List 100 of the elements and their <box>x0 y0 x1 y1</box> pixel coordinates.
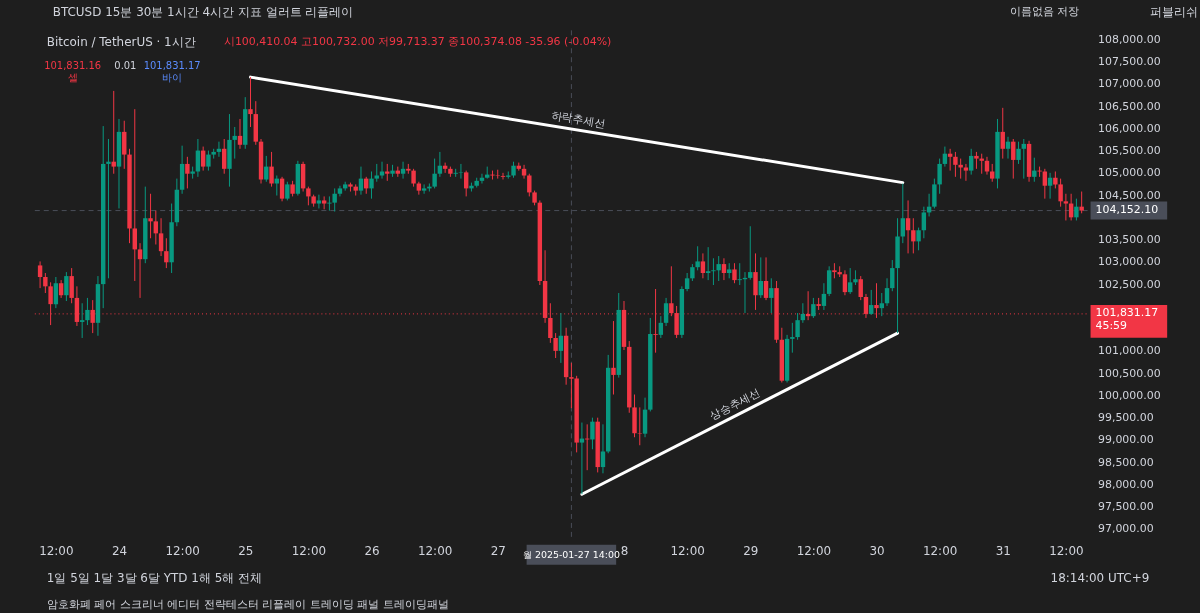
candlestick <box>684 272 690 292</box>
candlestick <box>953 151 958 178</box>
y-tick-label: 99,000.00 <box>1098 433 1154 447</box>
x-tick-label: 12:00 <box>796 544 832 559</box>
candlestick <box>600 423 606 474</box>
candlestick <box>653 288 658 354</box>
y-tick-label: 97,000.00 <box>1098 522 1154 536</box>
x-tick-label: 12:00 <box>165 544 200 559</box>
candlestick <box>200 146 206 172</box>
x-tick-label: 12:00 <box>39 544 74 559</box>
candlestick <box>400 161 406 180</box>
candlestick <box>421 183 427 195</box>
candlestick <box>437 151 443 178</box>
x-tick-label: 12:00 <box>417 544 453 559</box>
y-tick-label: 108,000.00 <box>1098 32 1161 46</box>
candlestick <box>1063 193 1069 221</box>
x-tick-label: 29 <box>743 544 759 559</box>
candlestick <box>111 90 116 175</box>
candlestick <box>69 267 74 304</box>
candlestick <box>158 217 164 257</box>
candlestick <box>327 195 332 212</box>
candlestick <box>358 166 364 196</box>
candlestick <box>285 181 290 201</box>
x-tick-label: 12:00 <box>922 544 958 559</box>
candlestick <box>148 193 153 239</box>
candlestick <box>905 199 911 254</box>
y-tick-label: 100,000.00 <box>1098 388 1161 402</box>
candlestick <box>279 176 285 202</box>
candlestick <box>206 150 211 172</box>
candlestick <box>748 225 753 281</box>
candlestick <box>721 257 727 281</box>
candlestick <box>1021 138 1027 180</box>
candlestick <box>527 173 532 197</box>
candlestick <box>795 312 800 341</box>
text: 이름없음 저장 <box>1009 5 1080 19</box>
candlestick <box>1079 191 1084 214</box>
candlestick <box>221 138 227 175</box>
annotation: 0.01 <box>114 60 137 72</box>
candlestick <box>185 156 190 189</box>
candlestick <box>732 262 737 284</box>
candlestick <box>921 206 927 239</box>
candlestick <box>711 257 716 286</box>
y-tick-label: 107,000.00 <box>1098 77 1161 91</box>
candlestick <box>1047 172 1053 200</box>
y-tick-label: 103,500.00 <box>1098 233 1161 247</box>
candlestick <box>264 155 269 183</box>
x-tick-label: 25 <box>238 544 254 559</box>
candlestick <box>316 194 322 209</box>
candlestick <box>237 118 243 150</box>
candlestick <box>153 210 159 245</box>
candlestick <box>122 120 127 170</box>
candlestick <box>884 277 890 307</box>
candlestick <box>1016 141 1021 165</box>
candlestick <box>137 242 143 299</box>
text: BTCUSD 15분 30분 1시간 4시간 지표 얼러트 리플레이 <box>52 5 354 20</box>
y-tick-label: 99,500.00 <box>1098 411 1154 425</box>
candlestick <box>1042 168 1048 200</box>
y-tick-label: 106,000.00 <box>1098 121 1161 135</box>
candlestick <box>858 275 863 301</box>
candlestick <box>37 260 43 289</box>
candlestick <box>558 312 564 364</box>
candlestick <box>369 170 374 200</box>
y-tick-label: 98,500.00 <box>1098 455 1154 469</box>
candlestick <box>500 172 506 181</box>
candlestick <box>842 269 848 296</box>
candlestick <box>432 158 437 189</box>
y-tick-label: 101,000.00 <box>1098 344 1161 358</box>
candlestick <box>269 151 274 188</box>
candlestick <box>705 246 711 281</box>
candlestick <box>306 186 311 206</box>
x-tick-label: 26 <box>364 544 380 559</box>
candlestick <box>553 332 558 359</box>
candlestick <box>932 178 937 209</box>
text: 1일 5일 1달 3달 6달 YTD 1해 5해 전체 <box>46 570 263 585</box>
candlestick <box>769 277 774 314</box>
candlestick <box>53 276 59 309</box>
candlestick <box>106 138 111 279</box>
y-tick-label: 103,000.00 <box>1098 255 1161 269</box>
candlestick <box>695 245 700 271</box>
ref-line-label: 101,831.17 45:59 <box>1095 305 1159 332</box>
chart-title: Bitcoin / TetherUS · 1시간 <box>46 35 196 50</box>
candlestick <box>916 227 921 251</box>
candlestick <box>274 175 280 197</box>
candlestick <box>1074 198 1079 221</box>
candlestick <box>826 265 832 297</box>
x-tick-label: 8 <box>620 544 629 559</box>
candlestick <box>811 297 816 319</box>
candlestick <box>700 252 706 279</box>
candlestick <box>963 163 969 182</box>
candlestick <box>1005 136 1011 160</box>
candlestick <box>79 302 85 339</box>
candlestick <box>85 297 90 326</box>
candlestick <box>248 76 253 128</box>
text: 18:14:00 UTC+9 <box>1050 570 1150 585</box>
y-tick-label: 97,500.00 <box>1098 500 1154 514</box>
y-tick-label: 106,500.00 <box>1098 99 1161 113</box>
candlestick <box>658 315 664 339</box>
y-tick-label: 105,500.00 <box>1098 144 1161 158</box>
text: 퍼블리쉬 <box>1150 5 1199 20</box>
ref-line-label: 104,152.10 <box>1095 202 1159 216</box>
